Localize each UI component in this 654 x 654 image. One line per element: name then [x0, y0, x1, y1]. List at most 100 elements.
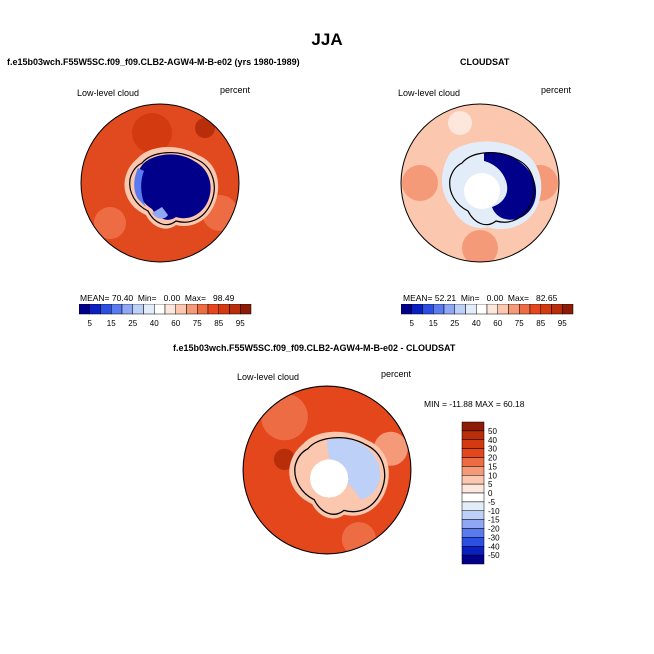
panel-3-colorbar-swatch — [461, 554, 485, 565]
panel-3-map-border — [242, 385, 412, 555]
panel-1-map-border — [80, 103, 240, 263]
panel-2-max: 82.65 — [536, 293, 558, 303]
panel-3-colorbar-swatch — [461, 510, 485, 520]
panel-1-patch — [132, 113, 172, 153]
panel-1-patch — [152, 207, 168, 219]
panel-2-colorbar-swatch — [486, 304, 498, 315]
panel-3-patch — [261, 393, 308, 441]
panel-2-colorbar-swatch — [422, 304, 434, 315]
panel-1-colorbar-tick-label: 5 — [88, 319, 93, 328]
panel-3-stats: MIN = -11.88 MAX = 60.18 — [424, 399, 525, 409]
panel-1-colorbar-tick-label: 40 — [150, 319, 159, 328]
panel-1-max: 98.49 — [213, 293, 235, 303]
panel-3-units: percent — [381, 369, 412, 379]
panel-2-title: CLOUDSAT — [460, 57, 510, 67]
panel-2-colorbar-tick-label: 95 — [558, 319, 567, 328]
panel-1-colorbar-tick-label: 85 — [214, 319, 223, 328]
panel-3-colorbar-swatch — [461, 448, 485, 458]
panel-1-patch — [195, 118, 215, 138]
panel-2-colorbar-tick-label: 40 — [472, 319, 481, 328]
panel-3-colorbar-swatch — [461, 466, 485, 476]
panel-1-colorbar-swatch — [121, 304, 133, 315]
panel-3-colorbar-tick-label: -20 — [488, 525, 500, 534]
panel-3-colorbar-tick-label: 50 — [488, 427, 497, 436]
panel-2-colorbar-tick-label: 60 — [493, 319, 502, 328]
panel-3-colorbar-tick-label: 0 — [488, 489, 493, 498]
panel-3-map — [242, 385, 412, 555]
panel-3-colorbar-tick-label: 20 — [488, 454, 497, 463]
panel-1-colorbar-swatch — [186, 304, 198, 315]
panel-1-coastline — [129, 152, 215, 226]
panel-3-patch — [273, 448, 296, 470]
panel-2-colorbar-swatch — [443, 304, 455, 315]
panel-3-colorbar-swatch — [461, 483, 485, 494]
panel-1-colorbar-swatch — [218, 304, 230, 315]
panel-3-colorbar-tick-label: 40 — [488, 436, 497, 445]
panel-1-title: f.e15b03wch.F55W5SC.f09_f09.CLB2-AGW4-M-… — [7, 57, 300, 67]
panel-1-min: 0.00 — [163, 293, 181, 303]
panel-3-colorbar-swatch — [461, 439, 485, 449]
panel-3-colorbar-swatch — [461, 546, 485, 556]
panel-2-colorbar-swatch — [411, 304, 423, 315]
panel-1-variable: Low-level cloud — [77, 88, 140, 98]
panel-1-map — [80, 103, 240, 263]
panel-3-title: f.e15b03wch.F55W5SC.f09_f09.CLB2-AGW4-M-… — [173, 343, 456, 353]
panel-1-colorbar-tick-label: 95 — [236, 319, 245, 328]
panel-2-colorbar-swatch — [465, 304, 477, 315]
panel-1-colorbar-swatch — [143, 304, 155, 315]
panel-2-ice-sheet — [484, 152, 537, 220]
panel-1-colorbar-swatch — [111, 304, 123, 315]
panel-1-patch — [134, 168, 146, 207]
panel-3-colorbar-tick-label: -30 — [488, 533, 500, 542]
panel-1-colorbar-swatch — [89, 304, 101, 315]
panel-3-colorbar-swatch — [461, 421, 485, 432]
panel-2-min: 0.00 — [486, 293, 504, 303]
panel-1-colorbar-swatch — [229, 304, 241, 315]
panel-2-colorbar-swatch — [476, 304, 488, 315]
panel-1-patch — [94, 207, 126, 239]
panel-3-colorbar-swatch — [461, 501, 485, 511]
panel-2-patch — [402, 165, 438, 201]
panel-2-coastline — [449, 152, 535, 226]
panel-3-colorbar-tick-label: 10 — [488, 471, 497, 480]
panel-3-colorbar-swatch — [461, 475, 485, 485]
panel-2-colorbar-tick-label: 75 — [515, 319, 524, 328]
panel-2-colorbar-swatch — [562, 304, 574, 315]
panel-1-colorbar-swatch — [154, 304, 166, 315]
panel-1-ice-sheet — [136, 154, 211, 220]
panel-2-colorbar-tick-label: 85 — [536, 319, 545, 328]
panel-2-map-border — [400, 103, 560, 263]
panel-2-colorbar-tick-label: 25 — [450, 319, 459, 328]
panel-1-mean: 70.40 — [111, 293, 134, 303]
panel-1-stats: MEAN= 70.40 Min= 0.00 Max= 98.49 — [80, 293, 235, 303]
panel-2-colorbar-swatch — [497, 304, 509, 315]
panel-3-colorbar-swatch — [461, 537, 485, 547]
panel-3-colorbar-swatch — [461, 430, 485, 440]
panel-3-colorbar-swatch — [461, 492, 485, 503]
panel-1-colorbar-swatch — [207, 304, 219, 315]
panel-2-map — [400, 103, 560, 263]
panel-2-patch — [448, 111, 472, 135]
panel-3-colorbar-swatch — [461, 457, 485, 467]
panel-3-colorbar-tick-label: -5 — [488, 498, 496, 507]
panel-1-colorbar-swatch — [164, 304, 176, 315]
panel-3-colorbar-swatch — [461, 528, 485, 538]
panel-3-missing-data — [310, 459, 349, 498]
panel-2-colorbar: 5 15 25 40 60 75 85 95 — [401, 304, 574, 328]
panel-3-colorbar-tick-label: 30 — [488, 445, 497, 454]
panel-1-colorbar-tick-label: 15 — [107, 319, 116, 328]
panel-3-colorbar-tick-label: -40 — [488, 542, 500, 551]
panel-2-patch — [462, 230, 498, 262]
panel-3-variable: Low-level cloud — [237, 372, 300, 382]
panel-3-colorbar-tick-label: -50 — [488, 551, 500, 560]
panel-2-colorbar-swatch — [508, 304, 520, 315]
panel-1-colorbar-swatch — [197, 304, 209, 315]
panel-1-colorbar-swatch — [175, 304, 187, 315]
panel-3-coastline — [294, 437, 386, 515]
panel-1-colorbar-swatch — [132, 304, 144, 315]
panel-2-missing-data — [464, 173, 500, 209]
panel-1-units: percent — [220, 85, 251, 95]
panel-3-colorbar-tick-label: 5 — [488, 480, 493, 489]
panel-3-colorbar-tick-label: 15 — [488, 462, 497, 471]
